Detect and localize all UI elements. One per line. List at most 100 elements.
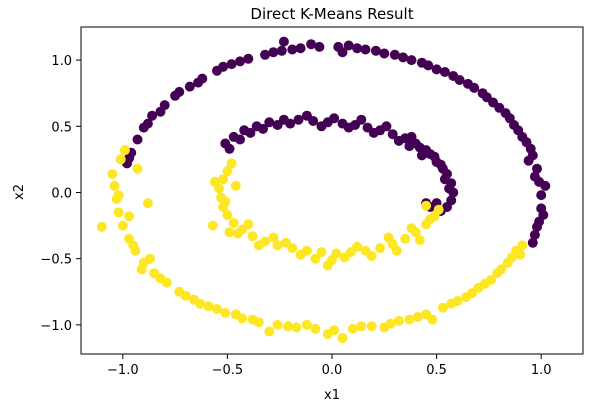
cluster-1-point-54 (413, 312, 423, 322)
x-tick-label: 0.5 (426, 363, 447, 378)
cluster-1-point-108 (210, 177, 220, 187)
cluster-0-point-40 (218, 62, 228, 72)
cluster-1-point-91 (227, 158, 237, 168)
y-tick-label: 0.5 (51, 120, 72, 135)
cluster-0-point-102 (381, 121, 391, 131)
cluster-0-point-64 (509, 120, 519, 130)
cluster-1-point-4 (118, 221, 128, 231)
x-axis-label: x1 (324, 388, 340, 403)
cluster-1-point-16 (273, 320, 283, 330)
cluster-0-point-50 (526, 144, 536, 154)
cluster-1-point-3 (114, 207, 124, 217)
cluster-1-point-106 (384, 233, 394, 243)
cluster-0-point-111 (317, 121, 327, 131)
cluster-0-point-106 (444, 184, 454, 194)
cluster-1-point-38 (156, 274, 166, 284)
cluster-1-point-99 (392, 246, 402, 256)
cluster-0-point-59 (361, 45, 371, 55)
cluster-0-point-56 (193, 78, 203, 88)
cluster-1-point-62 (394, 316, 404, 326)
cluster-1-point-94 (254, 240, 264, 250)
cluster-1-point-102 (243, 219, 253, 229)
cluster-0-point-66 (279, 37, 289, 47)
cluster-1-point-43 (379, 323, 389, 333)
cluster-1-point-58 (145, 254, 155, 264)
cluster-1-point-100 (415, 235, 425, 245)
cluster-0-point-100 (329, 113, 339, 123)
cluster-0-point-39 (174, 87, 184, 97)
cluster-0-point-114 (394, 136, 404, 146)
cluster-1-point-60 (248, 315, 258, 325)
y-tick-label: −0.5 (40, 253, 72, 268)
cluster-0-point-55 (143, 119, 153, 129)
cluster-1-point-57 (124, 211, 134, 221)
cluster-1-point-65 (515, 250, 525, 260)
cluster-0-point-98 (273, 120, 283, 130)
cluster-1-point-53 (356, 321, 366, 331)
cluster-0-point-119 (404, 141, 414, 151)
cluster-1-point-93 (233, 229, 243, 239)
cluster-1-point-40 (264, 327, 274, 337)
cluster-1-point-92 (220, 197, 230, 207)
cluster-0-point-57 (235, 56, 245, 66)
cluster-1-point-107 (407, 223, 417, 233)
cluster-1-point-98 (367, 251, 377, 261)
cluster-0-point-99 (302, 111, 312, 121)
cluster-0-point-33 (536, 190, 546, 200)
cluster-0-point-47 (478, 88, 488, 98)
cluster-1-point-109 (231, 181, 241, 191)
cluster-0-point-117 (440, 174, 450, 184)
cluster-1-point-90 (208, 221, 218, 231)
y-axis-label: x2 (12, 184, 27, 200)
cluster-1-point-83 (375, 243, 385, 253)
cluster-0-point-38 (156, 107, 166, 117)
cluster-1-point-96 (310, 254, 320, 264)
cluster-1-point-89 (434, 205, 444, 215)
cluster-1-point-51 (231, 309, 241, 319)
cluster-0-point-58 (287, 45, 297, 55)
cluster-0-point-113 (369, 128, 379, 138)
cluster-1-point-49 (137, 264, 147, 274)
cluster-1-point-72 (229, 218, 239, 228)
cluster-0-point-97 (245, 128, 255, 138)
cluster-0-point-104 (425, 149, 435, 159)
plot-frame (81, 27, 583, 354)
cluster-0-point-46 (448, 71, 458, 81)
cluster-1-point-105 (352, 242, 362, 252)
cluster-0-point-60 (398, 52, 408, 62)
cluster-1-point-74 (248, 231, 258, 241)
cluster-1-point-45 (461, 292, 471, 302)
cluster-0-point-63 (488, 98, 498, 108)
cluster-0-point-108 (235, 135, 245, 145)
x-axis: −1.0 −0.5 0.0 0.5 1.0 (107, 354, 551, 378)
cluster-1-point-50 (195, 299, 205, 309)
cluster-1-point-112 (327, 255, 337, 265)
cluster-0-point-112 (344, 123, 354, 133)
cluster-1-point-101 (425, 214, 435, 224)
cluster-1-point-41 (323, 329, 333, 339)
y-tick-label: −1.0 (40, 319, 72, 334)
cluster-0-point-103 (407, 132, 417, 142)
cluster-1-point-48 (128, 240, 138, 250)
cluster-1-point-0 (107, 169, 117, 179)
cluster-1-point-97 (340, 252, 350, 262)
cluster-1-point-56 (114, 190, 124, 200)
cluster-1-point-103 (268, 233, 278, 243)
cluster-1-point-39 (212, 304, 222, 314)
cluster-0-point-41 (268, 47, 278, 57)
cluster-1-point-95 (281, 238, 291, 248)
chart-title: Direct K-Means Result (250, 5, 413, 23)
cluster-0-point-65 (524, 156, 534, 166)
cluster-0-point-110 (285, 119, 295, 129)
cluster-1-point-35 (116, 154, 126, 164)
cluster-0-point-53 (538, 210, 548, 220)
x-tick-label: 0.0 (322, 363, 343, 378)
y-tick-label: 1.0 (51, 54, 72, 69)
cluster-1-point-1 (110, 181, 120, 191)
cluster-0-point-54 (532, 222, 542, 232)
cluster-0-point-42 (306, 39, 316, 49)
cluster-1-point-46 (486, 275, 496, 285)
cluster-1-point-42 (338, 333, 348, 343)
x-tick-label: −0.5 (212, 363, 244, 378)
